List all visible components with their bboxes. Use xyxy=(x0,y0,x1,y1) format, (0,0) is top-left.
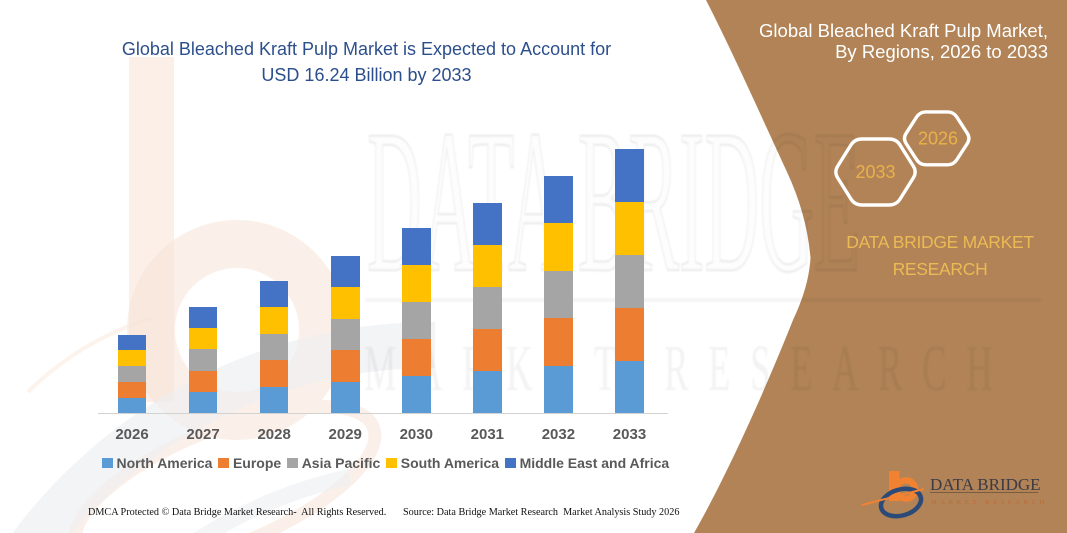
svg-text:DATA BRIDGE: DATA BRIDGE xyxy=(930,475,1041,494)
svg-text:MARKET RESEARCH: MARKET RESEARCH xyxy=(364,332,1012,405)
svg-text:2033: 2033 xyxy=(855,162,895,182)
svg-text:MARKET RESEARCH: MARKET RESEARCH xyxy=(931,499,1048,506)
svg-text:DATA BRIDGE: DATA BRIDGE xyxy=(367,88,860,315)
svg-text:2026: 2026 xyxy=(918,128,958,148)
